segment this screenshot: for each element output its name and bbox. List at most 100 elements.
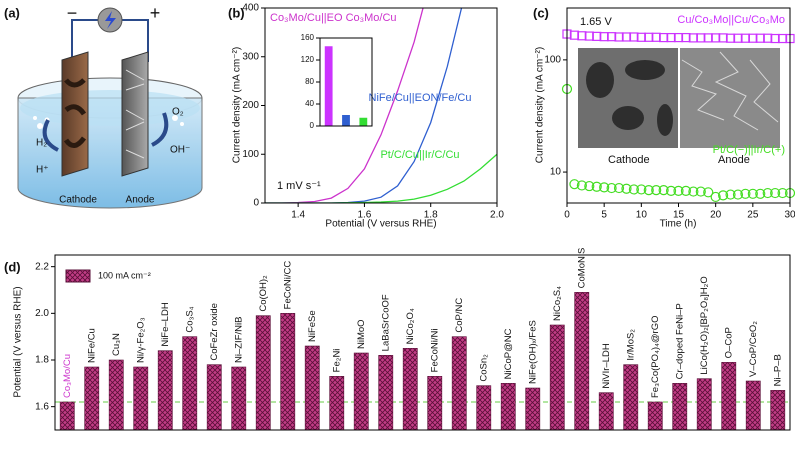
bar — [672, 383, 688, 431]
x-tick-label: 10 — [636, 210, 648, 221]
marker — [688, 186, 699, 197]
series-line — [265, 8, 463, 203]
bar — [476, 385, 492, 431]
bar — [451, 336, 467, 431]
category-label: NiFe–LDH — [160, 302, 171, 346]
o2-label: O₂ — [172, 107, 184, 118]
series-label: NiFe/Cu||EON/Fe/Cu — [369, 92, 472, 104]
marker — [747, 188, 758, 199]
plot-frame — [54, 254, 791, 431]
y-tick-label: 2.2 — [35, 261, 49, 272]
bar — [427, 376, 443, 431]
marker — [659, 32, 669, 43]
marker — [725, 33, 736, 43]
legend-swatch — [65, 269, 91, 283]
y-tick-label: 40 — [305, 99, 314, 108]
panel-label: (a) — [4, 5, 20, 20]
pore — [657, 104, 673, 136]
marker — [665, 185, 677, 196]
bar — [324, 46, 333, 126]
y-tick-label: 200 — [242, 100, 259, 111]
x-tick-label: 2.0 — [490, 210, 504, 221]
marker — [733, 33, 743, 43]
y-tick-label: 0 — [253, 198, 259, 209]
marker — [629, 32, 639, 42]
y-tick-label: 160 — [301, 33, 315, 42]
marker — [651, 32, 661, 42]
marker — [584, 180, 595, 192]
y-tick-label: 80 — [305, 77, 314, 86]
x-tick-label: 1.4 — [291, 210, 305, 221]
category-label: Fe₂Ni — [331, 349, 342, 373]
category-label: Ni/γ-Fe₂O₃ — [135, 317, 146, 363]
marker — [628, 184, 640, 195]
series-label: Pt/C(−)||Ir/C(+) — [713, 144, 785, 156]
category-label: Ni–ZIF/NiB — [233, 317, 244, 363]
marker — [673, 32, 684, 43]
y-tick-label: 10 — [550, 167, 562, 178]
y-axis-label: Current density (mA cm⁻²) — [232, 47, 243, 163]
marker — [755, 33, 765, 43]
bar — [206, 364, 222, 431]
marker — [755, 188, 766, 199]
arrow — [151, 112, 169, 147]
annotation: Anode — [718, 154, 750, 166]
marker — [777, 187, 788, 199]
marker — [569, 179, 580, 190]
marker — [770, 33, 780, 44]
marker — [710, 191, 721, 203]
bar — [342, 115, 350, 126]
bar — [500, 383, 516, 431]
bar — [745, 380, 761, 431]
y-tick-label: 0 — [310, 121, 315, 130]
y-tick-label: 400 — [242, 3, 259, 14]
category-label: Ni–P–B — [772, 354, 783, 386]
bar — [280, 313, 296, 431]
marker — [777, 33, 788, 44]
category-label: NiCo₂S₄ — [552, 286, 563, 321]
anode-image — [680, 48, 780, 148]
category-label: NiCo₂O₄ — [405, 308, 416, 344]
bar — [304, 345, 320, 431]
category-label: O–CoP — [723, 327, 734, 358]
marker — [636, 184, 647, 195]
marker — [740, 188, 751, 199]
category-label: CoMoNiS — [576, 248, 587, 289]
marker — [681, 32, 691, 43]
panel-a: (a) − + H₂ H⁺ O₂ OH⁻ Cathode Anode — [4, 3, 203, 209]
plot-frame — [264, 7, 498, 204]
bubble — [37, 123, 43, 129]
marker — [606, 32, 617, 42]
x-tick-label: 0 — [564, 210, 570, 221]
bar — [574, 292, 590, 431]
marker — [614, 32, 624, 42]
cathode-texture — [63, 78, 87, 148]
legend-label: 100 mA cm⁻² — [98, 270, 151, 280]
y-tick-label: 100 — [242, 149, 259, 160]
category-label: Co₃Mo/Cu — [62, 354, 73, 398]
bar — [182, 336, 198, 431]
anode-electrode — [121, 51, 149, 177]
category-label: Co₃S₄ — [184, 306, 195, 332]
bar — [549, 324, 565, 431]
bar — [623, 364, 639, 431]
anode-label: Anode — [126, 195, 155, 206]
marker — [770, 187, 781, 199]
cathode-electrode — [61, 51, 89, 177]
marker — [763, 33, 773, 43]
marker — [621, 183, 632, 194]
marker — [644, 32, 654, 42]
marker — [703, 33, 713, 43]
bar — [770, 390, 786, 431]
x-axis-label: Potential (V versus RHE) — [325, 219, 436, 230]
series-label: Pt/C/Cu||Ir/C/Cu — [380, 149, 459, 161]
x-tick-label: 1.8 — [424, 210, 438, 221]
category-label: FeCoNi/CC — [282, 261, 293, 310]
marker — [718, 33, 728, 43]
marker — [725, 189, 736, 200]
marker — [591, 181, 602, 192]
y-tick-label: 1.8 — [35, 355, 49, 366]
marker — [666, 32, 676, 43]
category-label: Cr–doped FeNi–P — [674, 303, 685, 379]
